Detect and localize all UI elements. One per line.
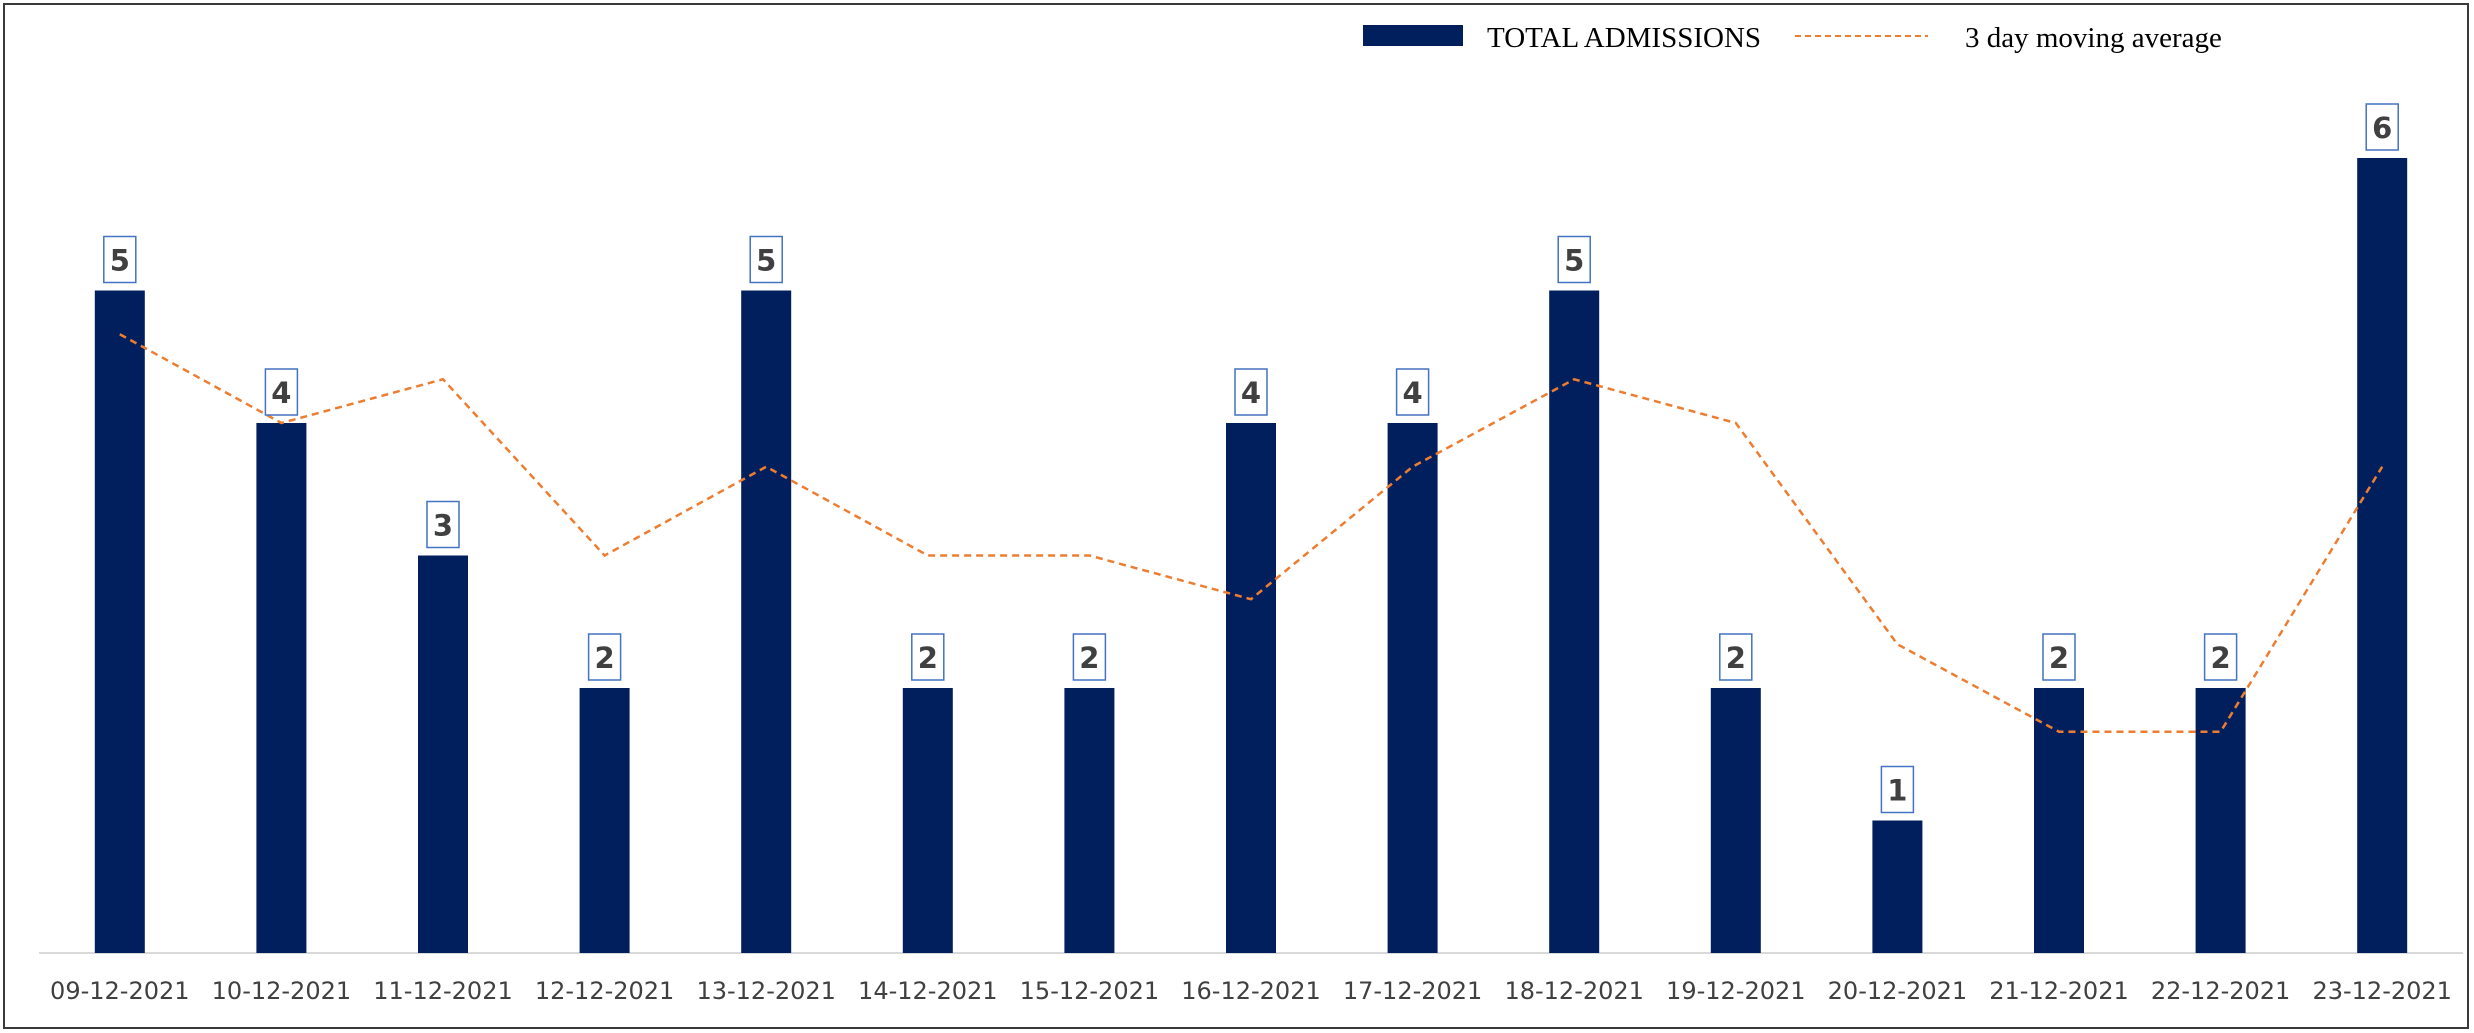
- legend: TOTAL ADMISSIONS 3 day moving average: [1363, 22, 2222, 54]
- data-label-value: 5: [756, 244, 776, 278]
- bar-11-12-2021: [418, 555, 468, 953]
- data-label-18-12-2021: 5: [1557, 235, 1591, 284]
- data-label-value: 2: [2049, 641, 2069, 675]
- data-label-box: [1234, 368, 1268, 416]
- data-label-value: 4: [1241, 376, 1261, 410]
- data-label-13-12-2021: 5: [749, 235, 783, 284]
- data-label-value: 2: [1079, 641, 1099, 675]
- legend-label-moving-average: 3 day moving average: [1965, 22, 2222, 54]
- x-tick-label: 09-12-2021: [50, 977, 189, 1005]
- bar-21-12-2021: [2034, 688, 2084, 953]
- legend-label-total-admissions: TOTAL ADMISSIONS: [1487, 22, 1761, 54]
- data-label-11-12-2021: 3: [426, 500, 460, 549]
- data-label-20-12-2021: 1: [1880, 765, 1915, 814]
- data-label-value: 2: [2211, 641, 2231, 675]
- x-tick-label: 19-12-2021: [1666, 977, 1805, 1005]
- data-label-box: [1880, 765, 1915, 814]
- x-tick-label: 14-12-2021: [858, 977, 997, 1005]
- data-label-box: [103, 235, 137, 284]
- data-label-23-12-2021: 6: [2365, 103, 2399, 151]
- bar-13-12-2021: [741, 290, 792, 953]
- data-labels: 5 4 3 2 5 2 2 4 4 5 2 1 2 2 6: [103, 103, 2399, 814]
- x-tick-label: 13-12-2021: [696, 977, 835, 1005]
- data-label-value: 2: [1726, 641, 1746, 675]
- data-label-12-12-2021: 2: [587, 633, 622, 681]
- chart-frame: TOTAL ADMISSIONS 3 day moving average 5 4…: [3, 3, 2469, 1029]
- data-label-09-12-2021: 5: [103, 235, 137, 284]
- data-label-box: [264, 368, 299, 416]
- data-label-box: [911, 633, 945, 681]
- bar-15-12-2021: [1064, 688, 1115, 953]
- data-label-value: 6: [2372, 111, 2392, 145]
- data-label-box: [1719, 633, 1753, 681]
- x-tick-label: 18-12-2021: [1504, 977, 1643, 1005]
- data-label-box: [2042, 633, 2076, 681]
- data-label-15-12-2021: 2: [1072, 633, 1107, 681]
- data-label-value: 1: [1887, 774, 1907, 808]
- data-label-box: [426, 500, 460, 549]
- data-label-value: 5: [1564, 244, 1584, 278]
- data-label-value: 4: [271, 376, 291, 410]
- data-label-19-12-2021: 2: [1719, 633, 1753, 681]
- x-tick-label: 21-12-2021: [1989, 977, 2128, 1005]
- data-label-box: [1395, 368, 1430, 416]
- data-label-box: [2203, 633, 2238, 681]
- x-tick-label: 16-12-2021: [1181, 977, 1320, 1005]
- data-label-box: [587, 633, 622, 681]
- data-label-value: 3: [433, 509, 453, 543]
- bar-10-12-2021: [256, 423, 307, 953]
- data-label-box: [2365, 103, 2399, 151]
- data-label-value: 2: [918, 641, 938, 675]
- bar-09-12-2021: [94, 290, 145, 953]
- bar-22-12-2021: [2195, 688, 2246, 953]
- data-label-22-12-2021: 2: [2203, 633, 2238, 681]
- x-tick-label: 11-12-2021: [373, 977, 512, 1005]
- data-label-21-12-2021: 2: [2042, 633, 2076, 681]
- x-tick-label: 20-12-2021: [1828, 977, 1967, 1005]
- data-label-10-12-2021: 4: [264, 368, 299, 416]
- data-label-14-12-2021: 2: [911, 633, 945, 681]
- x-tick-labels: 09-12-2021 10-12-2021 11-12-2021 12-12-2021…: [50, 977, 2452, 1005]
- data-label-value: 4: [1403, 376, 1423, 410]
- bar-19-12-2021: [1710, 688, 1761, 953]
- bar-12-12-2021: [579, 688, 630, 953]
- data-label-box: [1557, 235, 1591, 284]
- legend-swatch-bars: [1363, 25, 1463, 46]
- bar-14-12-2021: [902, 688, 953, 953]
- data-label-box: [1072, 633, 1107, 681]
- x-tick-label: 22-12-2021: [2151, 977, 2290, 1005]
- data-label-box: [749, 235, 783, 284]
- bar-20-12-2021: [1872, 820, 1923, 953]
- x-tick-label: 17-12-2021: [1343, 977, 1482, 1005]
- bar-18-12-2021: [1549, 290, 1600, 953]
- line-series: [119, 333, 2384, 733]
- x-tick-label: 15-12-2021: [1020, 977, 1159, 1005]
- admissions-chart: TOTAL ADMISSIONS 3 day moving average 5 4…: [39, 22, 2463, 1005]
- x-tick-label: 23-12-2021: [2312, 977, 2451, 1005]
- bar-23-12-2021: [2357, 158, 2408, 953]
- data-label-value: 5: [110, 244, 130, 278]
- data-label-17-12-2021: 4: [1395, 368, 1430, 416]
- bar-17-12-2021: [1387, 423, 1438, 953]
- bar-16-12-2021: [1226, 423, 1276, 953]
- data-label-16-12-2021: 4: [1234, 368, 1268, 416]
- moving-average-line: [119, 333, 2384, 733]
- x-tick-label: 10-12-2021: [212, 977, 351, 1005]
- data-label-value: 2: [595, 641, 615, 675]
- x-tick-label: 12-12-2021: [535, 977, 674, 1005]
- bar-series: [94, 158, 2408, 953]
